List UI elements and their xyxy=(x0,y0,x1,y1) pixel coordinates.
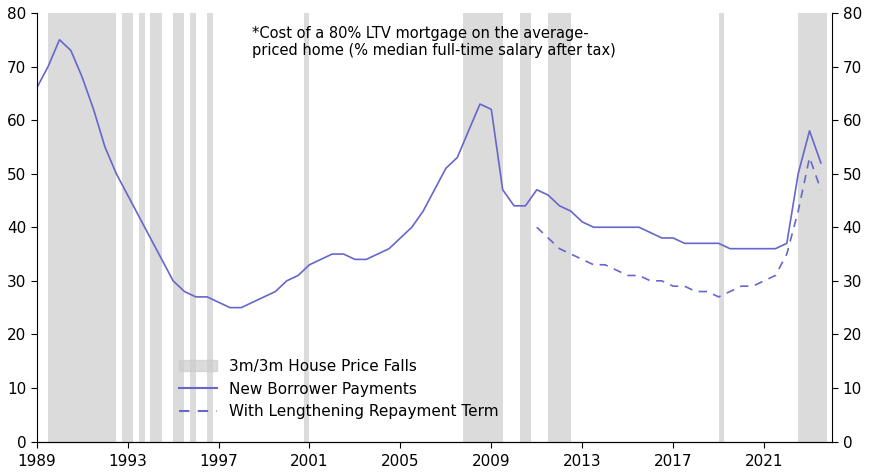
Legend: 3m/3m House Price Falls, New Borrower Payments, With Lengthening Repayment Term: 3m/3m House Price Falls, New Borrower Pa… xyxy=(173,353,505,426)
Bar xyxy=(139,13,145,442)
Bar xyxy=(548,13,571,442)
Bar xyxy=(122,13,133,442)
Bar xyxy=(173,13,184,442)
Bar xyxy=(463,13,502,442)
Bar xyxy=(304,13,309,442)
Bar xyxy=(520,13,531,442)
Bar xyxy=(190,13,196,442)
Bar xyxy=(207,13,213,442)
Bar xyxy=(150,13,162,442)
Bar xyxy=(48,13,116,442)
Bar xyxy=(719,13,724,442)
Text: *Cost of a 80% LTV mortgage on the average-
priced home (% median full-time sala: *Cost of a 80% LTV mortgage on the avera… xyxy=(251,26,615,58)
Bar xyxy=(798,13,826,442)
